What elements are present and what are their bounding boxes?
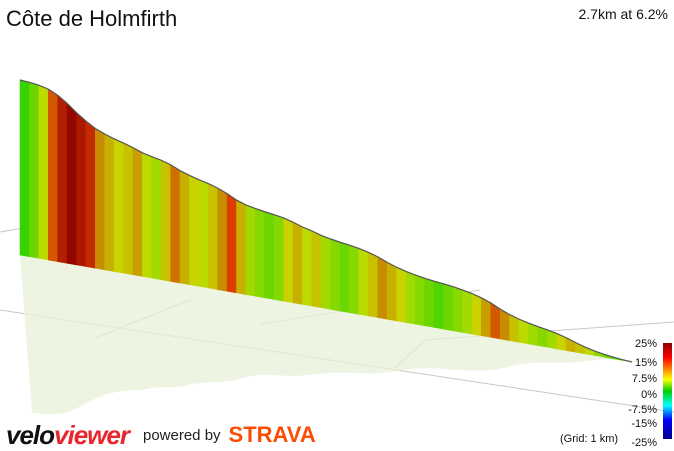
legend-tick-15: 15% <box>635 357 657 369</box>
gradient-strip-19 <box>198 179 209 289</box>
gradient-strip-32 <box>320 234 332 310</box>
gradient-strip-3 <box>47 88 58 262</box>
gradient-strip-15 <box>160 159 171 282</box>
legend-tick-minus-7-5: -7.5% <box>628 404 657 416</box>
gradient-strip-16 <box>170 164 181 284</box>
gradient-strip-25 <box>255 208 266 299</box>
gradient-strip-5 <box>66 102 77 266</box>
gradient-strip-49 <box>481 297 492 338</box>
gradient-strip-28 <box>283 217 294 304</box>
segment-title: Côte de Holmfirth <box>6 6 178 31</box>
gradient-strip-45 <box>443 283 454 332</box>
elevation-profile-line <box>19 79 633 363</box>
gradient-strip-42 <box>415 274 426 327</box>
gradient-strip-37 <box>368 251 379 318</box>
gradient-strip-17 <box>179 170 190 285</box>
gradient-strip-39 <box>386 261 397 322</box>
gradient-strip-40 <box>396 266 407 323</box>
gradient-strip-27 <box>273 214 284 302</box>
gradient-strip-38 <box>377 256 388 320</box>
gradient-scale-bar <box>663 343 672 439</box>
gradient-strip-44 <box>433 280 444 330</box>
gradient-strip-4 <box>57 94 68 264</box>
gradient-strip-14 <box>151 156 162 281</box>
gradient-strip-10 <box>113 138 124 274</box>
gradient-strip-24 <box>245 204 256 297</box>
gradient-strips <box>19 79 633 363</box>
gradient-strip-20 <box>208 183 219 290</box>
gradient-strip-9 <box>104 133 115 272</box>
grid-note: (Grid: 1 km) <box>560 433 619 445</box>
legend-tick-minus-25: -25% <box>631 437 657 449</box>
footer-branding: velo viewer powered by STRAVA <box>6 420 316 450</box>
gradient-strip-36 <box>358 247 369 317</box>
gradient-strip-22 <box>226 193 237 294</box>
gradient-strip-31 <box>311 230 322 309</box>
gradient-strip-13 <box>142 152 153 279</box>
gradient-strip-29 <box>292 221 303 305</box>
gradient-strip-43 <box>424 277 435 328</box>
gradient-strip-1 <box>29 81 40 259</box>
veloviewer-logo-part2: viewer <box>54 419 130 450</box>
strava-logo: STRAVA <box>228 422 316 447</box>
gradient-strip-26 <box>264 211 275 300</box>
gradient-strip-11 <box>123 142 134 276</box>
gradient-strip-18 <box>189 174 200 287</box>
gradient-strip-33 <box>330 238 341 312</box>
gradient-strip-60 <box>584 346 595 356</box>
legend-tick-0: 0% <box>641 389 657 401</box>
gradient-strip-8 <box>95 127 106 271</box>
powered-by-label: powered by <box>142 426 221 444</box>
gradient-strip-30 <box>302 226 313 307</box>
gradient-strip-7 <box>85 120 96 269</box>
gradient-strip-23 <box>236 199 247 295</box>
gradient-strip-2 <box>38 84 49 261</box>
gradient-strip-21 <box>217 187 228 292</box>
gradient-strip-0 <box>19 79 30 258</box>
elevation-shadow <box>20 255 644 415</box>
legend-tick-minus-15: -15% <box>631 418 657 430</box>
gradient-strip-34 <box>339 241 350 313</box>
gradient-strip-48 <box>471 293 482 337</box>
veloviewer-logo-part1: velo <box>6 419 55 450</box>
gradient-strip-6 <box>76 112 87 267</box>
gradient-legend: 25% 15% 7.5% 0% -7.5% -15% -25% <box>628 338 672 449</box>
gradient-strip-12 <box>132 147 143 277</box>
segment-summary: 2.7km at 6.2% <box>578 6 669 22</box>
gradient-strip-35 <box>349 244 360 315</box>
gradient-strip-46 <box>452 286 463 333</box>
gradient-strip-41 <box>405 271 416 325</box>
gradient-strip-47 <box>462 289 473 335</box>
legend-tick-7-5: 7.5% <box>632 373 657 385</box>
legend-tick-25: 25% <box>635 338 657 350</box>
